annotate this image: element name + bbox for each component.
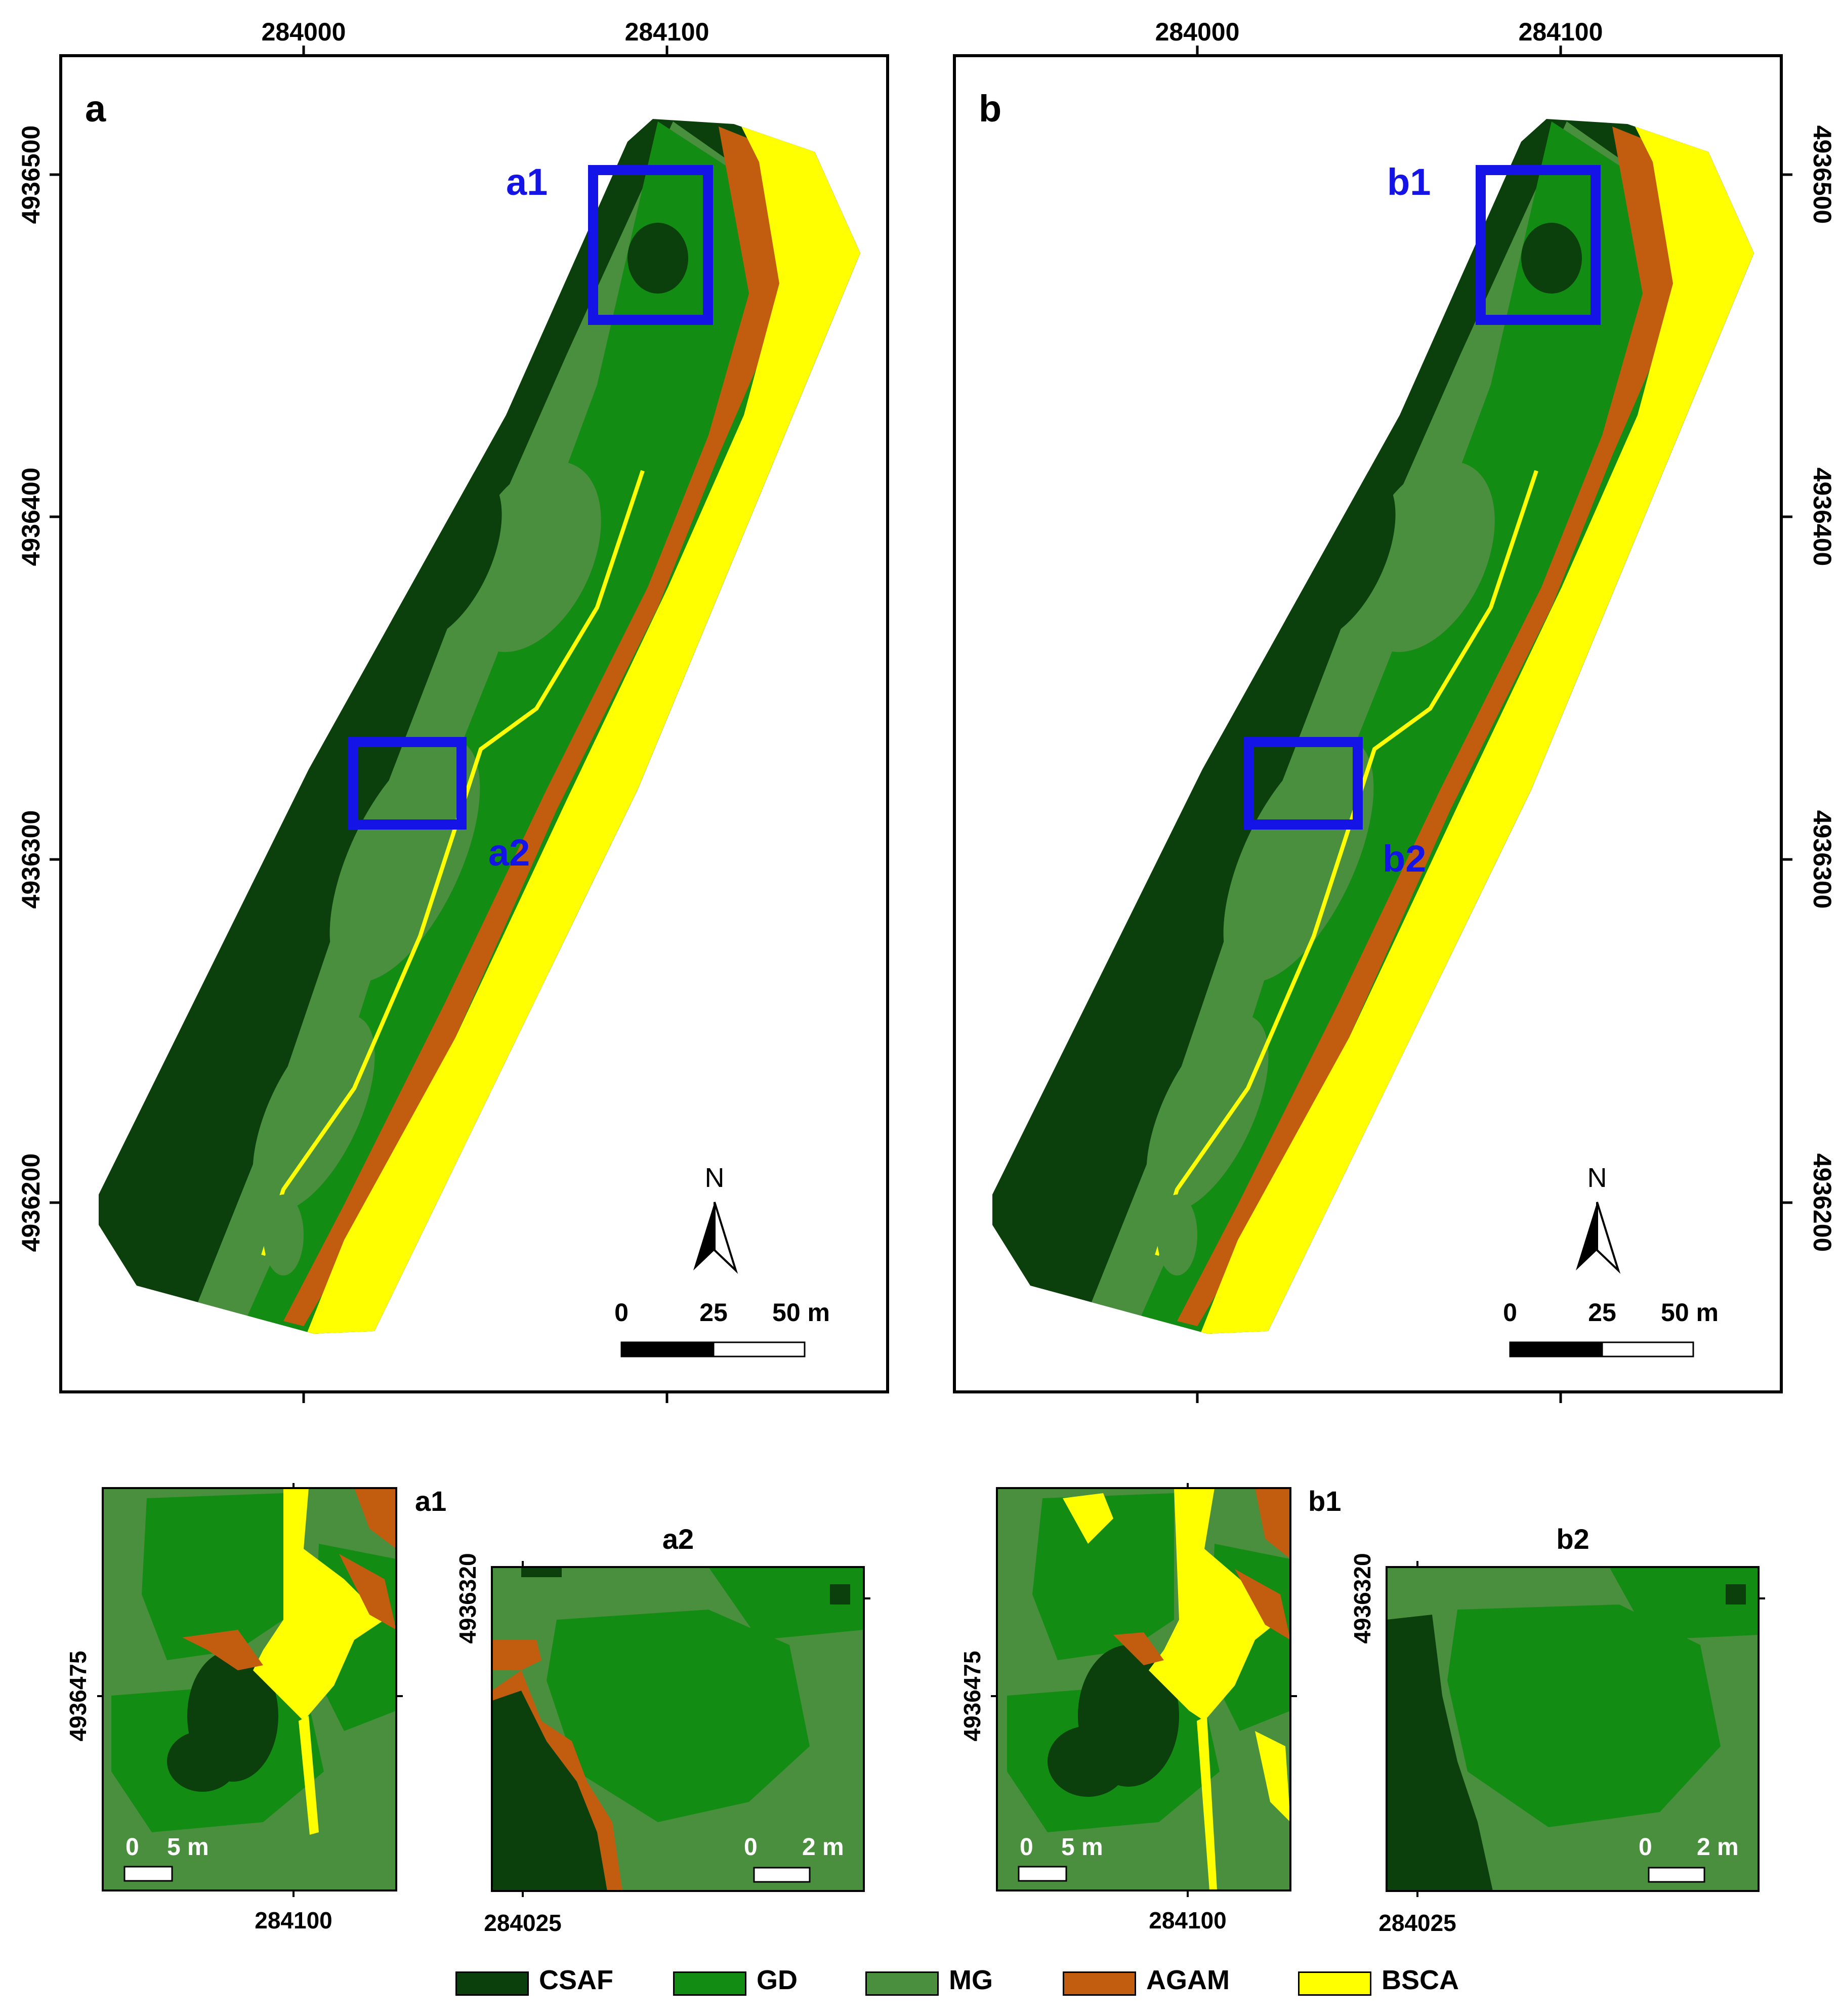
legend-label: MG [949,1965,993,1995]
north-label-a: N [705,1163,725,1193]
b1-scale-0: 0 [1020,1834,1033,1861]
inset-box-b2 [1244,737,1363,830]
legend-swatch [865,1971,939,1996]
a-left-tick-0: 4936500 [17,126,45,224]
legend-label: GD [757,1965,798,1995]
b-right-tick-3: 4936200 [1808,1154,1836,1252]
legend-swatch [455,1971,529,1996]
a1-y-tick: 4936475 [65,1651,91,1741]
legend-swatch [1298,1971,1371,1996]
a-left-tick-1: 4936400 [17,468,45,566]
legend: CSAF GD MG AGAM BSCA [455,1961,1468,2002]
a2-scale-2: 2 m [802,1834,844,1861]
scale-a-0: 0 [614,1298,629,1327]
legend-swatch [1063,1971,1136,1996]
b-right-tick-0: 4936500 [1808,126,1836,224]
b1-y-tick: 4936475 [959,1651,985,1741]
north-arrow-icon: N [1576,1163,1621,1274]
b1-scale-5: 5 m [1061,1834,1103,1861]
b1-title: b1 [1308,1485,1341,1517]
scale-bar-b: 0 25 50 m [1503,1298,1719,1357]
panel-letter-b: b [979,88,1001,130]
legend-label: AGAM [1146,1965,1230,1995]
panel-letter-a: a [85,88,106,130]
b-top-tick-0: 284000 [1155,18,1240,46]
b-right-tick-2: 4936300 [1808,810,1836,909]
scale-b-50: 50 m [1661,1298,1719,1327]
inset-label-b1: b1 [1387,161,1431,203]
a-left-tick-2: 4936300 [17,810,45,909]
scale-bar-a: 0 25 50 m [614,1298,830,1357]
a-bottom-tick-1: 284100 [625,1414,709,1417]
legend-label: CSAF [539,1965,613,1995]
b2-y-tick: 4936320 [1349,1553,1375,1643]
panel-a-map: a1 a2 a 284000 284100 284000 284100 4936… [17,18,889,1417]
insets-figure: 0 5 m a1 4936475 284100 0 2 m a2 4936320… [65,1483,1765,1936]
a1-scale-5: 5 m [167,1834,209,1861]
b2-x-tick: 284025 [1378,1910,1456,1936]
a-bottom-tick-0: 284000 [262,1414,346,1417]
b1-x-tick: 284100 [1149,1907,1227,1933]
inset-b1: 0 5 m b1 4936475 284100 [959,1483,1341,1933]
a1-title: a1 [415,1485,446,1517]
b-top-tick-1: 284100 [1519,18,1603,46]
inset-a2: 0 2 m a2 4936320 284025 [454,1523,870,1936]
scale-a-50: 50 m [772,1298,830,1327]
b2-scale-2: 2 m [1697,1834,1739,1861]
legend-swatch [673,1971,746,1996]
inset-label-b2: b2 [1383,838,1426,880]
north-arrow-icon: N [693,1163,738,1274]
inset-b2: 0 2 m b2 4936320 284025 [1349,1523,1765,1936]
b-right-tick-1: 4936400 [1808,468,1836,566]
b-bottom-tick-1: 284100 [1519,1414,1603,1417]
a2-x-tick: 284025 [484,1910,562,1936]
scale-a-25: 25 [699,1298,728,1327]
a2-scale-0: 0 [744,1834,758,1861]
inset-label-a1: a1 [506,161,548,203]
inset-label-a2: a2 [488,832,530,874]
a-top-tick-1: 284100 [625,18,709,46]
panel-a-ticks [50,46,668,1403]
inset-a1: 0 5 m a1 4936475 284100 [65,1483,446,1933]
inset-box-b1 [1476,165,1601,325]
legend-label: BSCA [1382,1965,1459,1995]
main-figure: a1 a2 a 284000 284100 284000 284100 4936… [17,18,1836,1417]
b2-scale-0: 0 [1639,1834,1652,1861]
b2-title: b2 [1556,1523,1589,1555]
scale-b-25: 25 [1588,1298,1616,1327]
a2-y-tick: 4936320 [454,1553,481,1643]
a1-scale-0: 0 [126,1834,139,1861]
inset-box-a2 [348,737,467,830]
panel-b-ticks [1196,46,1792,1403]
panel-b-map: b1 b2 b 284000 284100 284000 284100 4936… [953,18,1836,1417]
a2-title: a2 [662,1523,694,1555]
north-label-b: N [1587,1163,1607,1193]
a-left-tick-3: 4936200 [17,1154,45,1252]
a-top-tick-0: 284000 [262,18,346,46]
scale-b-0: 0 [1503,1298,1517,1327]
inset-box-a1 [588,165,713,325]
a1-x-tick: 284100 [255,1907,332,1933]
b-bottom-tick-0: 284000 [1155,1414,1240,1417]
